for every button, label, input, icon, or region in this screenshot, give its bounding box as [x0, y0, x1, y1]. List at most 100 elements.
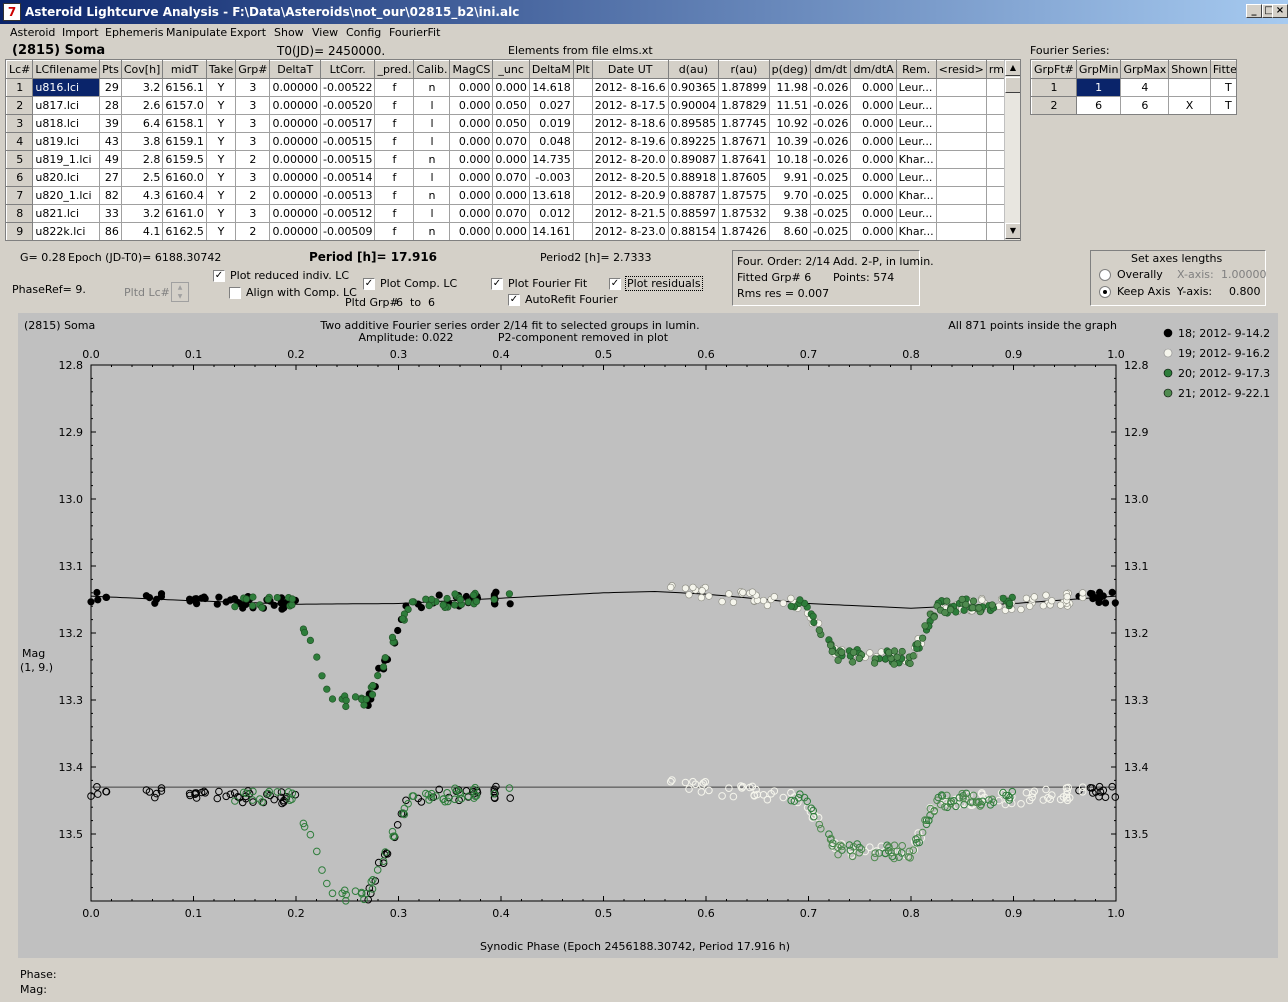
table-cell[interactable]: 0.89585 — [667, 114, 720, 133]
table-cell[interactable]: n — [413, 186, 451, 205]
table-row[interactable]: 3 u818.lci 39 6.4 6158.1 Y 3 0.00000 -0.00517 f l 0… — [6, 114, 1020, 133]
table-cell[interactable]: T — [1209, 78, 1236, 97]
table-cell[interactable]: -0.00522 — [319, 78, 376, 97]
table-cell[interactable]: 2.8 — [120, 150, 164, 169]
table-cell[interactable]: Khar... — [895, 150, 937, 169]
table-cell[interactable]: 0.070 — [492, 168, 530, 187]
table-cell[interactable]: 6162.5 — [162, 222, 207, 240]
table-cell[interactable]: 6157.0 — [162, 96, 207, 115]
table-cell[interactable]: u820.lci — [32, 168, 101, 187]
table-cell[interactable]: l — [413, 132, 451, 151]
row-header[interactable]: 2 — [1031, 96, 1077, 114]
table-cell[interactable]: 0.00000 — [269, 132, 321, 151]
table-cell[interactable]: -0.025 — [809, 186, 852, 205]
table-cell[interactable] — [572, 132, 593, 151]
table-cell[interactable]: 13.618 — [528, 186, 574, 205]
table-cell[interactable] — [935, 168, 987, 187]
table-cell[interactable]: 0.019 — [528, 114, 574, 133]
menu-manipulate[interactable]: Manipulate — [166, 26, 228, 39]
table-cell[interactable]: Leur... — [895, 96, 937, 115]
table-cell[interactable]: 0.00000 — [269, 78, 321, 97]
table-cell[interactable]: 0.00000 — [269, 150, 321, 169]
table-cell[interactable]: 3.8 — [120, 132, 164, 151]
table-cell[interactable]: 1.87426 — [718, 222, 770, 240]
row-header[interactable]: 1 — [6, 78, 34, 97]
table-cell[interactable]: l — [413, 114, 451, 133]
table-cell[interactable]: u819.lci — [32, 132, 101, 151]
table-cell[interactable]: 6160.4 — [162, 186, 207, 205]
table-cell[interactable]: 2012- 8-23.0 — [591, 222, 669, 240]
table-cell[interactable]: Y — [205, 78, 237, 97]
table-row[interactable]: 8 u821.lci 33 3.2 6161.0 Y 3 0.00000 -0.00512 f l 0… — [6, 204, 1020, 223]
table-cell[interactable]: 10.39 — [768, 132, 811, 151]
table-cell[interactable]: 8.60 — [768, 222, 811, 240]
column-header[interactable]: Cov[h] — [120, 60, 164, 79]
column-header[interactable]: dm/dt — [809, 60, 852, 79]
table-cell[interactable]: 6159.1 — [162, 132, 207, 151]
column-header[interactable]: <resid> — [935, 60, 987, 79]
table-cell[interactable]: Leur... — [895, 204, 937, 223]
table-cell[interactable]: 1.87605 — [718, 168, 770, 187]
table-cell[interactable]: -0.025 — [809, 222, 852, 240]
table-cell[interactable]: 1.87575 — [718, 186, 770, 205]
table-cell[interactable]: Y — [205, 96, 237, 115]
table-cell[interactable]: X — [1168, 96, 1211, 114]
column-header[interactable]: LCfilename — [32, 60, 101, 79]
table-cell[interactable] — [935, 132, 987, 151]
table-cell[interactable]: 0.000 — [850, 168, 897, 187]
table-cell[interactable]: u822k.lci — [32, 222, 101, 240]
table-cell[interactable]: 0.070 — [492, 204, 530, 223]
table-cell[interactable]: 0.88154 — [667, 222, 720, 240]
table-cell[interactable]: 28 — [99, 96, 122, 115]
table-cell[interactable]: 0.000 — [449, 222, 494, 240]
menu-show[interactable]: Show — [274, 26, 304, 39]
table-cell[interactable]: 86 — [99, 222, 122, 240]
table-cell[interactable]: -0.00517 — [319, 114, 376, 133]
table-cell[interactable]: l — [413, 96, 451, 115]
row-header[interactable]: 3 — [6, 114, 34, 133]
column-header[interactable]: Shown — [1168, 60, 1211, 79]
table-cell[interactable]: 43 — [99, 132, 122, 151]
table-cell[interactable]: 0.89087 — [667, 150, 720, 169]
table-cell[interactable]: 4 — [1120, 78, 1170, 97]
column-header[interactable]: Calib. — [413, 60, 451, 79]
column-header[interactable]: Lc# — [6, 60, 34, 79]
table-cell[interactable]: 6 — [1120, 96, 1170, 114]
table-cell[interactable]: f — [374, 204, 415, 223]
table-cell[interactable]: 0.027 — [528, 96, 574, 115]
menu-import[interactable]: Import — [62, 26, 99, 39]
table-cell[interactable]: 82 — [99, 186, 122, 205]
table-cell[interactable]: 6160.0 — [162, 168, 207, 187]
table-row[interactable]: 2 u817.lci 28 2.6 6157.0 Y 3 0.00000 -0.00520 f l 0… — [6, 96, 1020, 115]
table-cell[interactable]: 33 — [99, 204, 122, 223]
table-cell[interactable]: f — [374, 132, 415, 151]
table-cell[interactable]: -0.00512 — [319, 204, 376, 223]
table-cell[interactable]: u820_1.lci — [32, 186, 101, 205]
column-header[interactable]: Pts — [99, 60, 122, 79]
table-cell[interactable]: 4.3 — [120, 186, 164, 205]
table-cell[interactable]: 2012- 8-21.5 — [591, 204, 669, 223]
close-button[interactable]: × — [1272, 4, 1288, 18]
plot-comp-checkbox[interactable]: ✓ — [363, 278, 375, 290]
table-cell[interactable]: 6159.5 — [162, 150, 207, 169]
table-cell[interactable]: 29 — [99, 78, 122, 97]
table-cell[interactable]: Y — [205, 150, 237, 169]
table-cell[interactable]: 1.87671 — [718, 132, 770, 151]
table-cell[interactable]: 0.00000 — [269, 186, 321, 205]
table-row[interactable]: 6 u820.lci 27 2.5 6160.0 Y 3 0.00000 -0.00514 f l 0… — [6, 168, 1020, 187]
table-cell[interactable]: 2012- 8-20.0 — [591, 150, 669, 169]
table-cell[interactable]: Y — [205, 222, 237, 240]
table-cell[interactable]: Leur... — [895, 168, 937, 187]
table-cell[interactable] — [1168, 78, 1211, 97]
column-header[interactable]: GrpFt# — [1031, 60, 1077, 79]
table-row[interactable]: 4 u819.lci 43 3.8 6159.1 Y 3 0.00000 -0.00515 f l 0… — [6, 132, 1020, 151]
row-header[interactable]: 9 — [6, 222, 34, 240]
row-header[interactable]: 6 — [6, 168, 34, 187]
table-cell[interactable]: 14.618 — [528, 78, 574, 97]
column-header[interactable]: r(au) — [718, 60, 770, 79]
table-row[interactable]: 9 u822k.lci 86 4.1 6162.5 Y 2 0.00000 -0.00509 f n… — [6, 222, 1020, 240]
scroll-down-button[interactable]: ▼ — [1005, 223, 1020, 239]
